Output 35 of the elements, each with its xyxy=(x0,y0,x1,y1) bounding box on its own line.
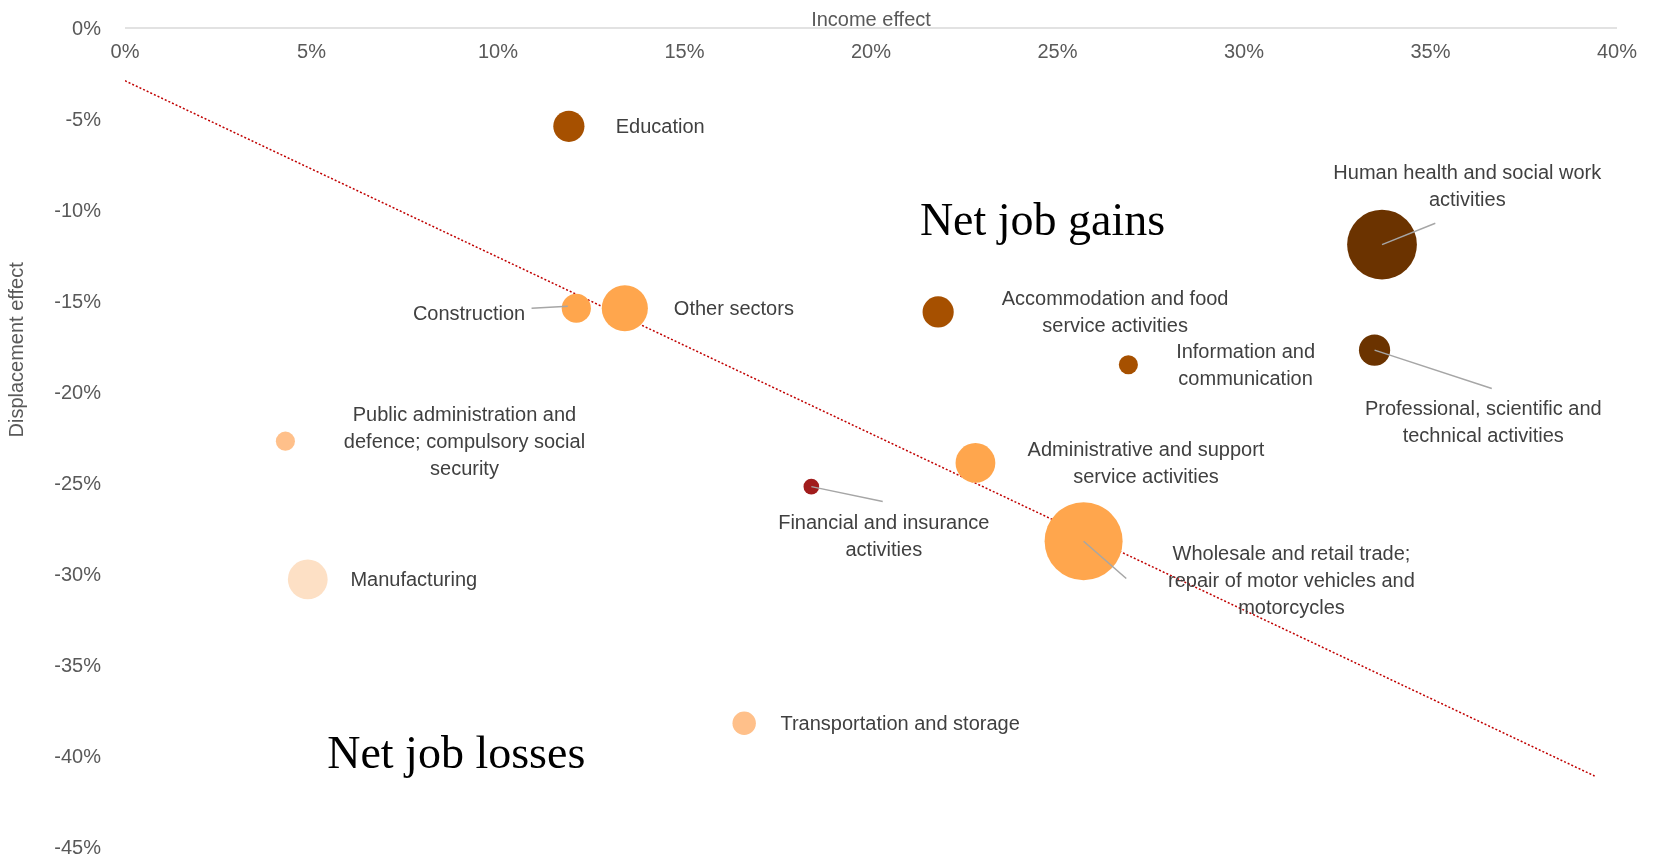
y-tick-label: -15% xyxy=(54,290,102,313)
y-tick-label: -35% xyxy=(54,654,102,677)
y-axis-title: Displacement effect xyxy=(5,261,28,438)
x-tick-label: 20% xyxy=(850,40,892,62)
y-tick-label: -25% xyxy=(54,472,102,495)
x-tick-label: 5% xyxy=(297,40,327,62)
series-label: Manufacturing xyxy=(350,568,478,591)
series-label: Professional, scientific and technical activities xyxy=(1364,397,1602,447)
x-tick-label: 10% xyxy=(477,40,519,62)
y-tick-label: -40% xyxy=(54,745,102,768)
x-tick-label: 25% xyxy=(1037,40,1078,62)
annotation: Net job gains xyxy=(919,192,1166,246)
series-label: Information and communication xyxy=(1176,340,1316,390)
y-tick-label: -45% xyxy=(54,836,102,856)
y-tick-label: -10% xyxy=(54,199,102,222)
y-tick-label: -20% xyxy=(54,381,102,404)
annotation: Net job losses xyxy=(327,725,586,779)
x-tick-label: 40% xyxy=(1596,40,1638,62)
series-label: Education xyxy=(615,115,705,138)
series-label: Construction xyxy=(412,301,526,324)
text: Public administration and defence; compulsory social security xyxy=(343,403,586,480)
x-tick-label: 15% xyxy=(664,40,705,62)
x-tick-label: 30% xyxy=(1223,40,1265,62)
series-label: Transportation and storage xyxy=(780,712,1020,735)
y-tick-label: -30% xyxy=(54,563,102,586)
series-label: Administrative and support service activities xyxy=(1027,438,1265,488)
series-label: Financial and insurance activities xyxy=(778,511,990,561)
y-tick-label: -5% xyxy=(65,108,102,131)
x-tick-label: 0% xyxy=(110,40,140,62)
x-axis-title: Income effect xyxy=(811,8,932,31)
text: Accommodation and food service activities xyxy=(1001,287,1229,337)
series-label: Other sectors xyxy=(673,297,794,320)
series-label: Human health and social work activities xyxy=(1333,161,1603,211)
y-tick-label: 0% xyxy=(72,17,102,40)
x-tick-label: 35% xyxy=(1410,40,1451,62)
